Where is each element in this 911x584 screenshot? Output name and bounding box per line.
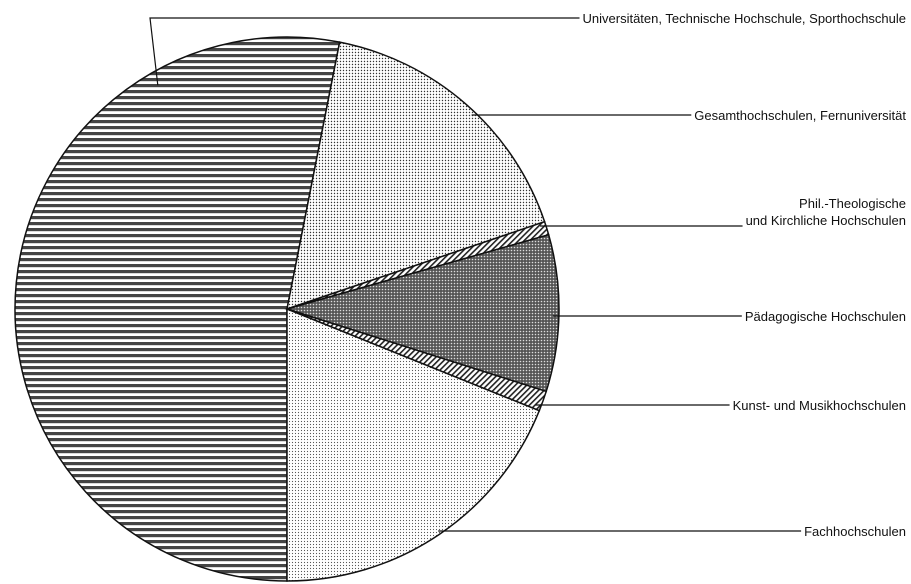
- slice-label: Fachhochschulen: [804, 524, 906, 539]
- slice-label: Kunst- und Musikhochschulen: [732, 398, 906, 413]
- pie-slice: [286, 41, 546, 311]
- leader-line: [149, 17, 580, 86]
- slice-label: Phil.-Theologische und Kirchliche Hochsc…: [745, 196, 906, 228]
- slice-label: Gesamthochschulen, Fernuniversität: [694, 108, 906, 123]
- pie-slice: [284, 233, 560, 393]
- slice-label: Pädagogische Hochschulen: [744, 309, 906, 324]
- slice-label: Universitäten, Technische Hochschule, Sp…: [582, 11, 907, 26]
- pie-slice: [286, 307, 541, 582]
- pie-slice: [14, 36, 341, 582]
